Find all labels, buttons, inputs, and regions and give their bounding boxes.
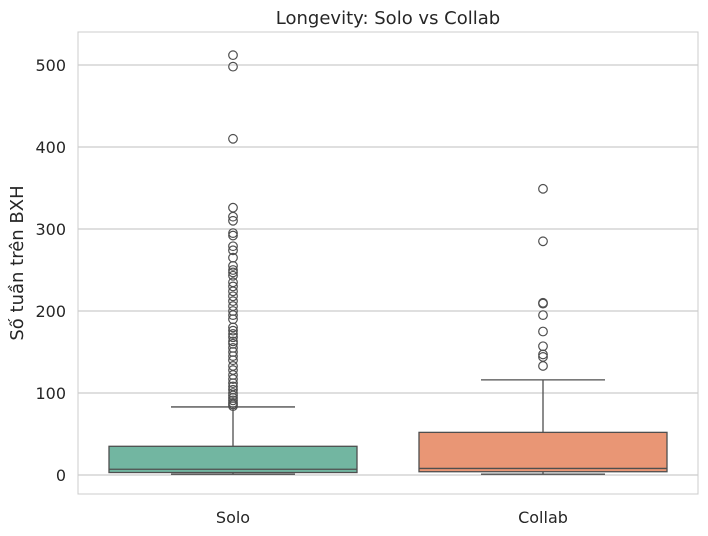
y-axis-label: Số tuần trên BXH: [7, 185, 28, 340]
tick-labels: 0 100 200 300 400 500 Solo Collab: [35, 56, 567, 527]
y-tick-label: 0: [56, 466, 66, 485]
outlier-point: [228, 211, 238, 222]
outlier-point: [228, 215, 238, 226]
outlier-point: [538, 310, 548, 321]
outlier-point: [228, 270, 238, 281]
outlier-point: [228, 329, 238, 339]
outlier-point: [538, 183, 548, 194]
box-solo: [108, 50, 358, 475]
outlier-point: [228, 332, 238, 343]
outlier-point: [228, 401, 238, 412]
outlier-point: [538, 349, 548, 360]
y-tick-label: 400: [35, 138, 66, 157]
outlier-point: [228, 325, 238, 336]
outlier-point: [228, 245, 238, 256]
outlier-point: [228, 241, 238, 252]
outlier-point: [228, 265, 238, 275]
outlier-point: [228, 261, 238, 271]
outlier-point: [228, 61, 238, 72]
outlier-point: [228, 395, 238, 406]
outlier-point: [228, 50, 238, 61]
y-tick-label: 500: [35, 56, 66, 75]
outlier-point: [228, 228, 238, 239]
outlier-point: [228, 310, 238, 321]
outlier-point: [228, 388, 238, 398]
plot-area: [77, 31, 699, 495]
outlier-point: [228, 291, 238, 302]
outlier-point: [228, 355, 238, 366]
outlier-point: [228, 267, 238, 278]
outlier-point: [228, 286, 238, 297]
iqr-box: [108, 445, 358, 474]
iqr-box: [418, 431, 668, 473]
outlier-point: [228, 322, 238, 333]
y-tick-label: 300: [35, 220, 66, 239]
chart-title: Longevity: Solo vs Collab: [276, 8, 500, 29]
y-tick-label: 100: [35, 384, 66, 403]
outlier-point: [228, 374, 238, 384]
outlier-point: [538, 326, 548, 337]
boxes: [108, 50, 668, 475]
outlier-point: [538, 361, 548, 371]
x-tick-label: Collab: [518, 508, 568, 527]
box-collab: [418, 183, 668, 475]
x-tick-label: Solo: [216, 508, 250, 527]
outlier-point: [538, 236, 548, 247]
outlier-point: [228, 281, 238, 292]
outlier-point: [228, 378, 238, 389]
grid-lines: [78, 64, 698, 476]
outlier-point: [228, 230, 238, 241]
outlier-point: [228, 351, 238, 362]
outlier-point: [538, 298, 548, 309]
outlier-point: [228, 296, 238, 307]
outlier-point: [228, 133, 238, 144]
outlier-point: [228, 336, 238, 347]
y-tick-label: 200: [35, 302, 66, 321]
